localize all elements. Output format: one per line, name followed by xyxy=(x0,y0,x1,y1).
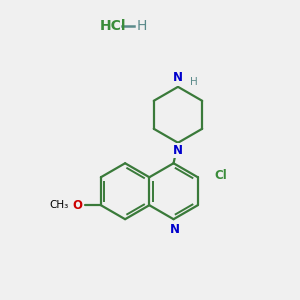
Text: O: O xyxy=(72,199,82,212)
Text: CH₃: CH₃ xyxy=(49,200,68,210)
Text: N: N xyxy=(170,223,180,236)
Text: H: H xyxy=(190,77,198,87)
Text: N: N xyxy=(173,71,183,85)
Text: H: H xyxy=(137,19,147,33)
Text: Cl: Cl xyxy=(214,169,227,182)
Text: HCl: HCl xyxy=(100,19,126,33)
Text: N: N xyxy=(173,144,183,157)
